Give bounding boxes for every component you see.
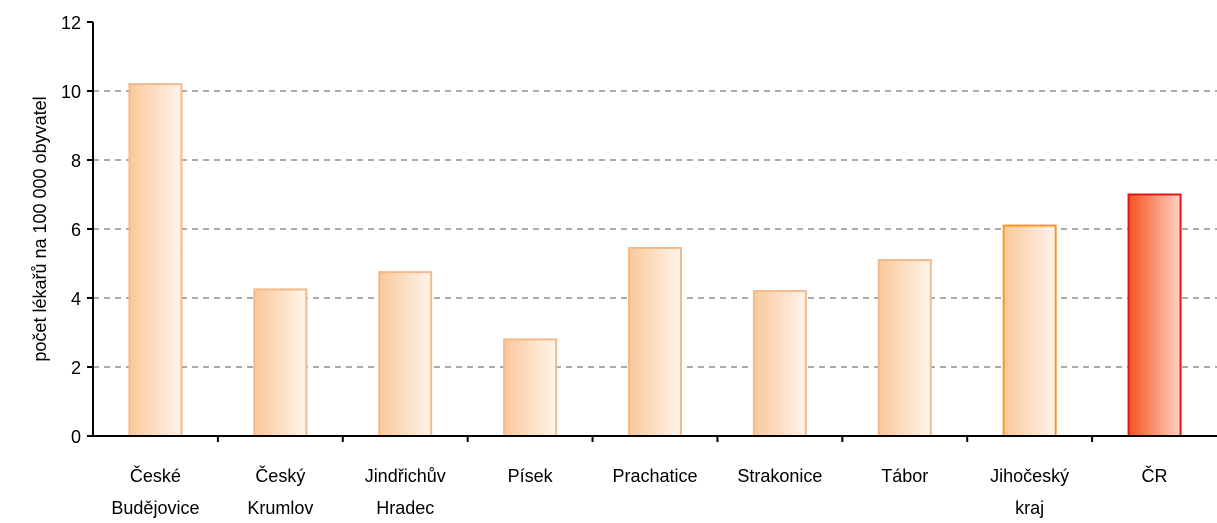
x-tick-label: Jindřichův Hradec <box>365 466 446 518</box>
bar <box>628 246 682 437</box>
x-tick-label: Strakonice <box>737 466 822 486</box>
x-tick-label: Písek <box>508 466 554 486</box>
bar <box>378 271 433 437</box>
bar <box>877 259 932 437</box>
bar-layer <box>128 83 1182 437</box>
bar <box>503 338 558 437</box>
x-tick-label: Prachatice <box>612 466 697 486</box>
bar <box>128 83 183 437</box>
axis-layer <box>87 21 1217 442</box>
y-tick-label: 2 <box>71 358 81 378</box>
label-layer: 0 2 4 6 8 10 12 České Budějovice Český Krumlov Jind… <box>61 13 1168 518</box>
y-tick-label: 0 <box>71 427 81 447</box>
y-tick-label: 8 <box>71 151 81 171</box>
bar <box>752 290 807 437</box>
y-axis-title: počet lékařů na 100 000 obyvatel <box>30 96 50 361</box>
x-tick-label: Tábor <box>881 466 928 486</box>
x-tick-label: Jihočeský kraj <box>990 466 1069 518</box>
y-tick-label: 12 <box>61 13 81 33</box>
y-tick-label: 10 <box>61 82 81 102</box>
bar <box>1002 224 1057 437</box>
y-tick-label: 6 <box>71 220 81 240</box>
x-tick-label: Český Krumlov <box>247 465 313 518</box>
x-tick-label: České Budějovice <box>111 465 199 518</box>
y-tick-label: 4 <box>71 289 81 309</box>
bar <box>253 288 308 437</box>
bar <box>1127 193 1182 437</box>
x-tick-label: ČR <box>1142 465 1168 486</box>
